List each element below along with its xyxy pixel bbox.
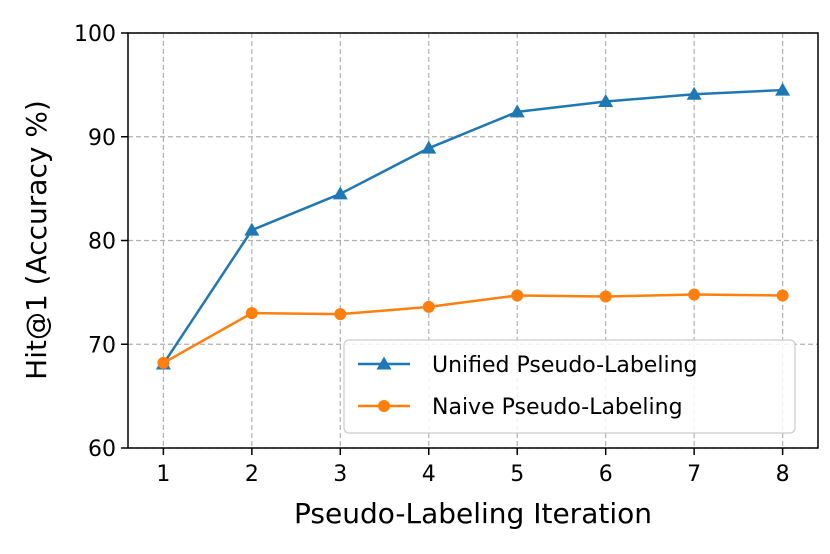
series-line — [162, 88, 783, 365]
legend-label-unified: Unified Pseudo-Labeling — [432, 353, 697, 378]
legend: Unified Pseudo-Labeling Naive Pseudo-Lab… — [343, 339, 796, 434]
y-tick-label: 70 — [88, 333, 116, 358]
data-point — [598, 93, 614, 107]
data-point — [244, 222, 260, 236]
x-tick-label: 4 — [422, 462, 436, 487]
legend-label-naive: Naive Pseudo-Labeling — [432, 395, 683, 420]
data-point — [334, 308, 347, 321]
data-point — [245, 307, 258, 320]
x-tick-label: 3 — [333, 462, 347, 487]
data-point — [509, 104, 525, 118]
series-1 — [155, 82, 791, 370]
x-tick-label: 8 — [776, 462, 790, 487]
data-point — [332, 186, 348, 200]
y-tick-label: 80 — [88, 230, 116, 255]
series-2 — [157, 288, 789, 369]
x-tick-label: 5 — [510, 462, 524, 487]
x-tick-label: 2 — [245, 462, 259, 487]
data-point — [422, 300, 435, 313]
axis-ticks: 1 2 3 4 5 6 7 8 60 70 80 90 100 — [74, 22, 790, 487]
x-axis-title: Pseudo-Labeling Iteration — [294, 497, 652, 530]
data-point — [775, 82, 791, 96]
data-point — [511, 289, 524, 302]
plot-frame — [127, 32, 819, 449]
data-point — [157, 356, 170, 369]
legend-marker-triangle-icon — [376, 356, 392, 370]
data-point — [686, 86, 702, 100]
data-point — [421, 140, 437, 154]
series-layer — [155, 82, 791, 370]
data-point — [599, 290, 612, 303]
legend-box — [343, 339, 796, 434]
data-point — [776, 289, 789, 302]
x-tick-label: 1 — [156, 462, 170, 487]
y-tick-label: 90 — [88, 126, 116, 151]
y-axis-title: Hit@1 (Accuracy %) — [20, 100, 53, 380]
legend-marker-circle-icon — [378, 400, 390, 412]
series-line — [162, 293, 783, 365]
data-point — [688, 288, 701, 301]
y-tick-label: 100 — [74, 22, 116, 47]
y-tick-label: 60 — [88, 437, 116, 462]
x-tick-label: 7 — [687, 462, 701, 487]
x-tick-label: 6 — [599, 462, 613, 487]
